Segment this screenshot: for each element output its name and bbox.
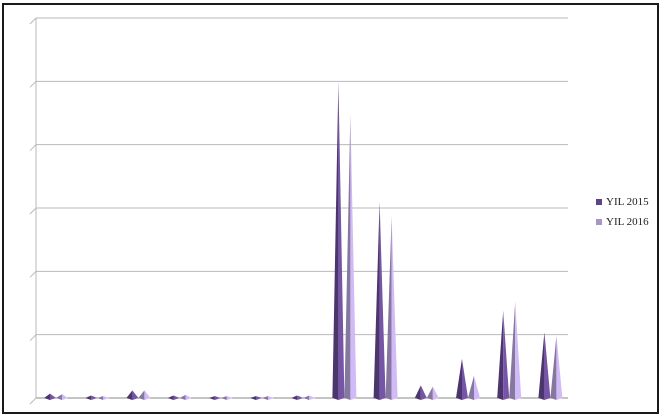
gridline-depth [29,17,37,25]
cone-face-2016-3 [144,390,151,400]
cone-2016-9 [385,216,392,400]
gridline-depth [29,80,37,88]
cone-face-2016-12 [515,301,522,400]
cone-face-2016-13 [556,335,563,400]
cone-2016-1 [56,394,62,400]
cone-face-2016-7 [309,395,316,400]
cone-face-2015-5 [214,396,221,400]
cone-2016-4 [179,394,186,400]
cone-face-2015-10 [420,385,427,400]
legend-item-2016[interactable]: YIL 2016 [596,212,649,232]
cone-2016-2 [97,396,104,400]
cone-2015-1 [44,393,50,400]
legend-label-2015: YIL 2015 [606,196,649,208]
cone-2015-7 [291,395,298,400]
legend-swatch-2016 [596,219,602,225]
cone-2015-11 [456,358,462,400]
cone-2015-10 [414,385,421,400]
cone-face-2015-7 [297,395,304,400]
cone-2015-8 [332,81,339,400]
gridline-depth [29,397,37,405]
chart-legend: YIL 2015 YIL 2016 [596,192,649,232]
cone-face-2015-12 [503,310,510,400]
gridline-depth [29,207,37,215]
cone-2016-7 [303,395,310,400]
cone-face-2015-11 [462,358,468,400]
cone-face-2016-4 [185,394,192,400]
cone-2015-6 [250,396,256,400]
cone-face-2015-9 [379,201,386,400]
cone-face-2016-5 [226,396,233,400]
cone-face-2015-8 [338,81,345,400]
cone-face-2015-3 [132,390,139,400]
cone-2016-13 [550,335,557,400]
cone-face-2015-13 [544,332,551,400]
legend-item-2015[interactable]: YIL 2015 [596,192,649,212]
cone-2016-6 [262,396,268,400]
cone-2015-2 [85,395,92,400]
cone-2016-10 [426,386,433,400]
gridline-depth [29,334,37,342]
cone-2015-12 [497,310,504,400]
cone-2016-8 [344,114,351,401]
cone-face-2016-9 [391,216,398,400]
cone-2015-4 [167,395,174,400]
cone-face-2015-2 [91,395,98,400]
cone-2016-11 [468,375,474,400]
cone-face-2016-6 [268,396,274,400]
legend-label-2016: YIL 2016 [606,216,649,228]
cone-face-2016-11 [474,375,480,400]
cone-face-2015-6 [256,396,262,400]
cone-2015-9 [373,201,380,400]
cone-face-2015-4 [173,395,180,400]
cone-2016-5 [220,396,227,400]
gridline-depth [29,144,37,152]
cone-2015-5 [208,396,215,400]
legend-swatch-2015 [596,199,602,205]
gridline-depth [29,270,37,278]
cone-face-2015-1 [50,393,56,400]
cone-2015-13 [538,332,545,400]
cone-face-2016-2 [103,396,110,400]
cone-face-2016-8 [350,114,357,401]
cone-face-2016-10 [432,386,439,400]
cone-2016-3 [138,390,145,400]
cone-2015-3 [126,390,133,400]
cone-2016-12 [509,301,516,400]
cone-face-2016-1 [62,394,68,400]
